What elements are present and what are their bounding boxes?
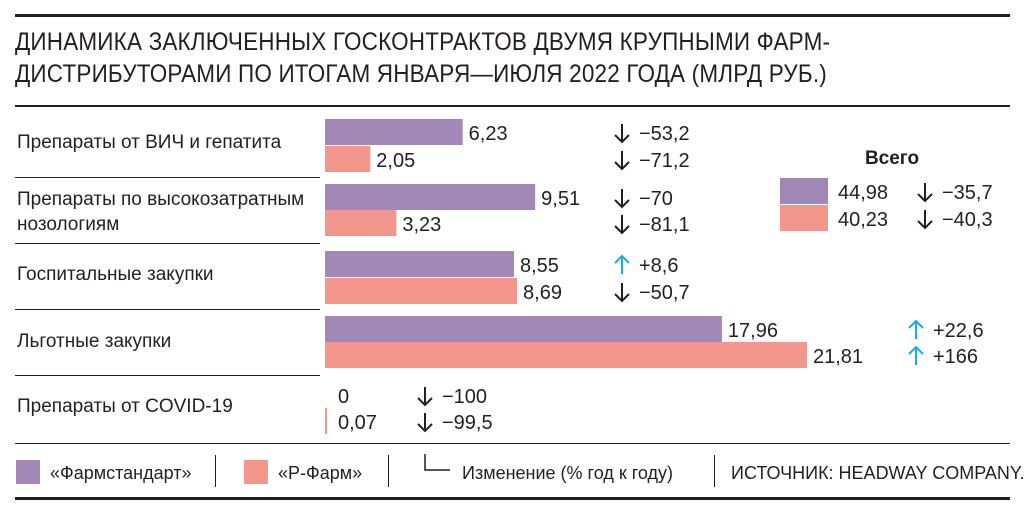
bar (325, 119, 463, 145)
bar (325, 316, 722, 342)
arrow-up-icon (908, 319, 924, 339)
total-bar (780, 178, 828, 204)
arrow-down-icon (417, 387, 433, 407)
value-label: 0 (338, 386, 349, 408)
category-label-preferential: Льготные закупки (17, 331, 172, 352)
row-separator (15, 243, 320, 244)
category-label-covid: Препараты от COVID-19 (17, 396, 233, 417)
value-label: 9,51 (541, 188, 580, 210)
legend-swatch-pharmstandard (16, 460, 40, 484)
arrow-up-icon (614, 254, 630, 274)
bar (325, 146, 371, 172)
arrow-down-icon (417, 413, 433, 433)
change-label: −53,2 (639, 123, 690, 145)
row-separator (15, 177, 320, 178)
legend-change-bracket (424, 454, 450, 471)
legend-divider (215, 455, 216, 487)
total-title: Всего (865, 148, 919, 169)
category-label-hiv: Препараты от ВИЧ и гепатита (17, 132, 282, 153)
change-label: −99,5 (442, 412, 493, 434)
category-label-hospital: Госпитальные закупки (17, 264, 214, 285)
total-change-label: −35,7 (942, 182, 993, 204)
change-label: +22,6 (933, 320, 984, 342)
value-label: 2,05 (376, 150, 415, 172)
value-label: 8,55 (520, 255, 559, 277)
total-change-label: −40,3 (942, 209, 993, 231)
arrow-down-icon (614, 189, 630, 209)
row-separator (15, 309, 320, 310)
category-label-high-cost: Препараты по высокозатратным нозологиям (17, 189, 305, 235)
change-label: −81,1 (639, 214, 690, 236)
value-label: 0,07 (338, 412, 377, 434)
arrow-down-icon (917, 210, 933, 230)
legend-swatch-rpharm (244, 460, 268, 484)
bar (325, 210, 397, 236)
total-value-label: 40,23 (838, 209, 888, 231)
change-label: +8,6 (639, 255, 678, 277)
value-label: 21,81 (813, 346, 863, 368)
arrow-down-icon (614, 124, 630, 144)
value-label: 8,69 (523, 282, 562, 304)
change-label: −71,2 (639, 150, 690, 172)
change-label: −100 (442, 386, 487, 408)
change-label: −50,7 (639, 282, 690, 304)
total-bar (780, 205, 828, 231)
total-value-label: 44,98 (838, 182, 888, 204)
change-label: −70 (639, 188, 673, 210)
bar (325, 342, 808, 368)
arrow-down-icon (917, 183, 933, 203)
value-label: 6,23 (469, 123, 508, 145)
legend-label-change: Изменение (% год к году) (462, 463, 673, 483)
legend-rule (15, 443, 1010, 444)
bar (325, 251, 514, 277)
bar (325, 278, 518, 304)
legend-label-rpharm: «Р-Фарм» (278, 463, 362, 483)
value-label: 3,23 (402, 214, 441, 236)
chart-title: Динамика заключенных госконтрактов двумя… (15, 28, 831, 88)
arrow-up-icon (908, 345, 924, 365)
row-separator (15, 375, 320, 376)
bar (325, 408, 327, 434)
arrow-down-icon (614, 215, 630, 235)
value-label: 17,96 (728, 320, 778, 342)
title-rule (15, 105, 1010, 107)
legend-divider (714, 455, 715, 487)
legend-divider (388, 455, 389, 487)
legend-label-pharmstandard: «Фармстандарт» (50, 463, 191, 483)
arrow-down-icon (614, 283, 630, 303)
bottom-rule (15, 497, 1010, 500)
source-label: ИСТОЧНИК: HEADWAY COMPANY. (731, 463, 1024, 483)
bar (325, 184, 536, 210)
arrow-down-icon (614, 151, 630, 171)
top-rule (15, 14, 1010, 17)
change-label: +166 (933, 346, 978, 368)
